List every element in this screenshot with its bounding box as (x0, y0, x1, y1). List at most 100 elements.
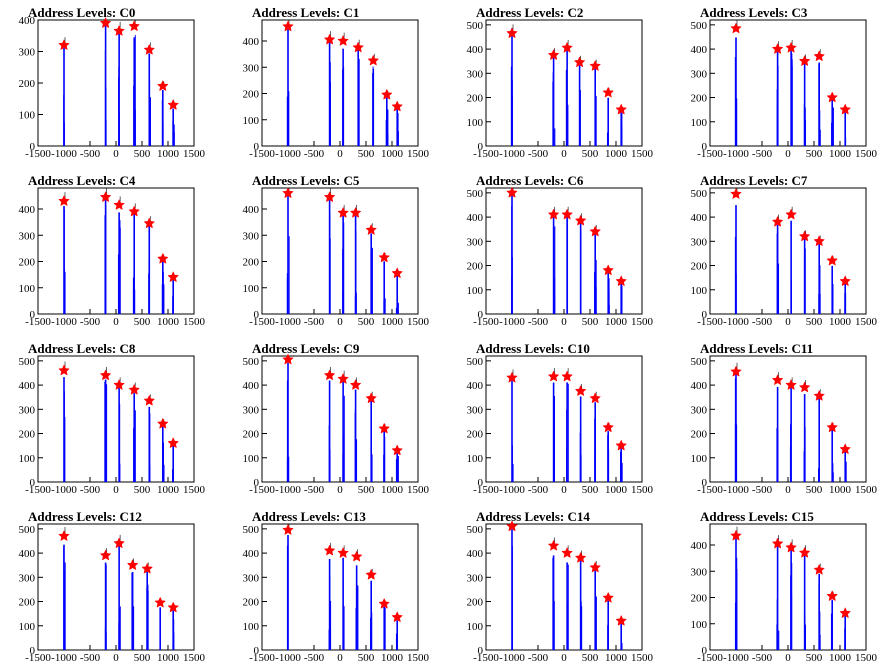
y-tick-label: 200 (467, 429, 484, 441)
y-tick-label: 400 (691, 540, 708, 552)
peak-marker (337, 34, 349, 46)
x-tick-label: -500 (80, 316, 101, 328)
x-tick-label: -500 (528, 652, 549, 664)
peak-marker (730, 187, 742, 200)
chart-title: Address Levels: C15 (700, 509, 814, 524)
peak-marker (574, 551, 587, 563)
y-tick-label: 0 (30, 477, 36, 489)
y-tick-label: 200 (243, 257, 260, 269)
y-tick-label: 100 (243, 453, 260, 465)
chart-panel: Address Levels: C5 0 100 200 300 400 -1500 -100… (224, 168, 448, 336)
y-tick-label: 300 (691, 404, 708, 416)
peak-marker (378, 597, 391, 609)
peak-marker (391, 100, 404, 112)
y-tick-label: 0 (702, 477, 708, 489)
peak-marker (589, 392, 602, 404)
chart-panel: Address Levels: C7 0 100 200 300 400 500 -1500-… (672, 168, 896, 336)
peak-marker (602, 264, 615, 276)
y-tick-label: 500 (243, 356, 260, 368)
peak-marker (365, 392, 378, 404)
x-tick-label: -1000 (499, 316, 525, 328)
peak-marker (337, 206, 349, 218)
plot-frame (709, 523, 867, 651)
peak-marker (352, 41, 365, 53)
y-tick-label: 0 (254, 309, 260, 321)
x-tick-label: 500 (806, 148, 823, 160)
y-tick-label: 100 (19, 621, 36, 633)
x-tick-label: -1500 (697, 148, 723, 160)
peak-marker (99, 191, 112, 203)
peak-marker (506, 186, 518, 198)
chart-title: Address Levels: C10 (476, 341, 590, 356)
y-tick-label: 300 (243, 404, 260, 416)
y-tick-label: 100 (19, 110, 36, 122)
y-tick-label: 100 (467, 621, 484, 633)
peak-marker (113, 198, 125, 211)
chart-title: Address Levels: C0 (28, 5, 136, 20)
peak-marker (391, 444, 404, 456)
peak-marker (602, 86, 615, 98)
peak-marker (826, 421, 839, 433)
y-tick-label: 500 (19, 356, 36, 368)
x-tick-label: 500 (358, 652, 375, 664)
chart-panel: Address Levels: C0 0 100 200 300 400 -1500 -100… (0, 0, 224, 168)
peak-marker (547, 370, 560, 382)
y-tick-label: 400 (691, 44, 708, 56)
y-tick-label: 200 (19, 257, 36, 269)
y-tick-label: 200 (467, 261, 484, 273)
peak-marker (813, 50, 826, 62)
y-tick-label: 500 (467, 356, 484, 368)
plot-frame (261, 523, 419, 651)
peak-marker (826, 91, 839, 103)
peak-marker (99, 17, 112, 29)
peak-marker (378, 251, 391, 263)
peak-marker (58, 195, 70, 207)
peak-marker (282, 353, 294, 365)
x-tick-label: 1000 (605, 484, 628, 496)
peak-marker (730, 365, 742, 377)
chart-plot: 0 100 200 300 400 500 -1500 -1000 -500 0 500 1000 15… (243, 523, 430, 664)
chart-title: Address Levels: C5 (252, 173, 360, 188)
peak-marker (615, 103, 628, 115)
x-tick-label: -1500 (25, 484, 51, 496)
x-tick-label: -1000 (723, 148, 749, 160)
peak-marker (547, 208, 560, 220)
y-tick-label: 100 (691, 285, 708, 297)
chart-title: Address Levels: C12 (28, 509, 142, 524)
x-tick-label: 500 (134, 148, 151, 160)
chart-title: Address Levels: C9 (252, 341, 360, 356)
chart-panel: Address Levels: C1 0 100 200 300 400 -1500 -100… (224, 0, 448, 168)
y-tick-label: 300 (467, 404, 484, 416)
peak-marker (99, 369, 112, 381)
x-tick-label: -1000 (51, 484, 77, 496)
chart-plot: 0 100 200 300 400 500 -1500 -1000 -500 0 500 1000 15… (19, 523, 206, 664)
x-tick-label: 1000 (829, 484, 852, 496)
x-tick-label: 0 (113, 148, 119, 160)
plot-frame (709, 187, 867, 315)
plot-frame (261, 355, 419, 483)
peak-marker (561, 546, 573, 559)
x-tick-label: 500 (806, 652, 823, 664)
chart-plot: 0 100 200 300 400 500 -1500 -1000 -500 0 500 1000 15… (691, 19, 878, 160)
x-tick-label: 1500 (631, 316, 654, 328)
chart-plot: 0 100 200 300 400 500 -1500 -1000 -500 0 500 1000 15… (691, 187, 878, 328)
x-tick-label: 1500 (407, 316, 430, 328)
y-tick-label: 100 (243, 621, 260, 633)
x-tick-label: 0 (561, 652, 567, 664)
x-tick-label: 1500 (407, 148, 430, 160)
y-tick-label: 100 (243, 283, 260, 295)
peak-marker (282, 187, 294, 199)
peak-marker (156, 80, 169, 92)
peak-marker (589, 225, 602, 237)
x-tick-label: -1500 (249, 652, 275, 664)
y-tick-label: 0 (30, 309, 36, 321)
peak-marker (574, 214, 587, 226)
x-tick-label: 500 (806, 484, 823, 496)
y-tick-label: 300 (19, 230, 36, 242)
y-tick-label: 500 (691, 356, 708, 368)
chart-title: Address Levels: C14 (476, 509, 590, 524)
y-tick-label: 500 (467, 188, 484, 200)
x-tick-label: -1500 (473, 484, 499, 496)
peak-marker (365, 568, 378, 580)
